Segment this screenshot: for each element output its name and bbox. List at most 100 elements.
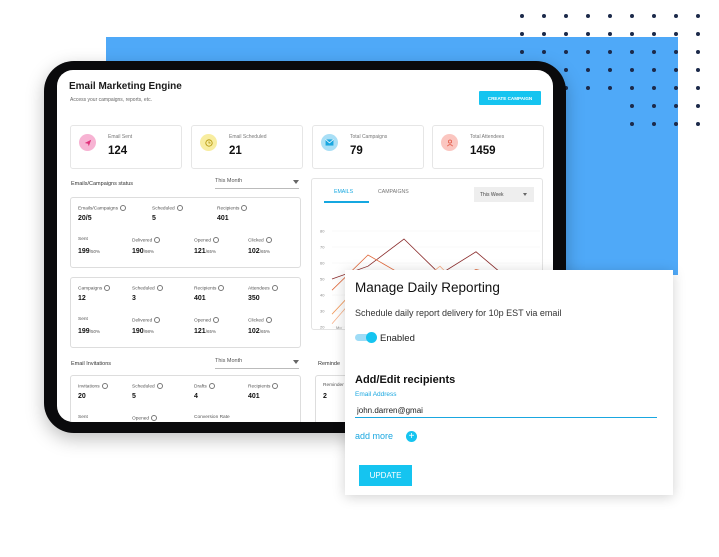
stat-value: 124 bbox=[108, 145, 128, 157]
enabled-toggle[interactable] bbox=[355, 332, 377, 343]
add-more-link[interactable]: add more bbox=[355, 431, 394, 441]
metric-label: Campaigns bbox=[78, 285, 111, 291]
decorative-dot bbox=[564, 68, 568, 72]
decorative-dot bbox=[630, 86, 634, 90]
decorative-dot bbox=[674, 104, 678, 108]
y-tick-label: 30 bbox=[320, 309, 325, 314]
plus-icon[interactable]: + bbox=[406, 431, 417, 442]
metric-label: Conversion Rate bbox=[194, 415, 230, 420]
decorative-dot bbox=[630, 104, 634, 108]
tab-campaigns[interactable]: CAMPAIGNS bbox=[378, 189, 409, 195]
metric-value: 102/65% bbox=[248, 328, 270, 335]
metric-value: 5 bbox=[132, 393, 136, 400]
decorative-dot bbox=[652, 122, 656, 126]
metric-label: Invitations bbox=[78, 383, 108, 389]
stat-card-total-campaigns: Total Campaigns 79 bbox=[312, 125, 424, 169]
metric-value: 199/50% bbox=[78, 328, 100, 335]
decorative-dot bbox=[542, 50, 546, 54]
metric-label: Scheduled bbox=[132, 383, 163, 389]
decorative-dot bbox=[674, 32, 678, 36]
decorative-dot bbox=[696, 68, 700, 72]
metric-label: Scheduled bbox=[132, 285, 163, 291]
metric-value: 2 bbox=[323, 393, 327, 400]
decorative-dot bbox=[696, 122, 700, 126]
decorative-dot bbox=[674, 14, 678, 18]
info-icon bbox=[213, 237, 220, 243]
section-title-reminders: Reminde bbox=[318, 361, 341, 367]
send-icon bbox=[79, 134, 96, 151]
decorative-dot bbox=[630, 32, 634, 36]
info-icon bbox=[176, 205, 183, 211]
metric-value: 401 bbox=[194, 295, 206, 302]
metric-value: 3 bbox=[132, 295, 136, 302]
metric-value: 5 bbox=[152, 215, 156, 222]
invitations-box: Invitations 20 Scheduled 5 Drafts 4 Reci… bbox=[70, 375, 301, 422]
stat-label: Email Sent bbox=[108, 134, 133, 140]
metric-value: 121/65% bbox=[194, 248, 216, 255]
y-tick-label: 80 bbox=[320, 229, 325, 234]
dialog-description: Schedule daily report delivery for 10p E… bbox=[355, 308, 562, 318]
toggle-track bbox=[355, 334, 375, 341]
stat-label: Total Campaigns bbox=[350, 134, 388, 140]
info-icon bbox=[272, 383, 279, 389]
decorative-dot bbox=[542, 32, 546, 36]
decorative-dot bbox=[608, 68, 612, 72]
metric-label: Sent bbox=[78, 237, 88, 242]
decorative-dot bbox=[674, 122, 678, 126]
series-line-1 bbox=[331, 238, 513, 283]
info-icon bbox=[101, 383, 108, 389]
decorative-dot bbox=[586, 86, 590, 90]
decorative-dot bbox=[652, 86, 656, 90]
decorative-dot bbox=[542, 14, 546, 18]
decorative-dot bbox=[696, 86, 700, 90]
update-button[interactable]: UPDATE bbox=[359, 465, 412, 486]
active-tab-indicator bbox=[324, 201, 369, 203]
y-tick-label: 50 bbox=[320, 277, 325, 282]
decorative-dot bbox=[652, 50, 656, 54]
toggle-knob bbox=[366, 332, 377, 343]
metric-label: Reminder bbox=[323, 383, 344, 388]
decorative-dot bbox=[630, 50, 634, 54]
create-campaign-button[interactable]: CREATE CAMPAIGN bbox=[479, 91, 541, 105]
status-period-dropdown[interactable]: This Month bbox=[215, 178, 299, 189]
metric-label: Drafts bbox=[194, 383, 215, 389]
decorative-dot bbox=[608, 50, 612, 54]
email-field[interactable] bbox=[355, 403, 657, 418]
metric-label: Recipients bbox=[217, 205, 248, 211]
stat-value: 79 bbox=[350, 145, 363, 157]
decorative-dot bbox=[586, 32, 590, 36]
chart-period-dropdown[interactable]: This Week bbox=[474, 187, 534, 202]
toggle-label: Enabled bbox=[380, 333, 415, 344]
dropdown-value: This Month bbox=[215, 178, 243, 184]
metric-value: 350 bbox=[248, 295, 260, 302]
metric-value: 199/50% bbox=[78, 248, 100, 255]
decorative-dot bbox=[564, 32, 568, 36]
metric-label: Opened bbox=[194, 237, 220, 243]
decorative-dot bbox=[674, 50, 678, 54]
decorative-dot bbox=[674, 86, 678, 90]
metric-label: Emails/Campaigns bbox=[78, 205, 126, 211]
stat-card-email-sent: Email Sent 124 bbox=[70, 125, 182, 169]
metric-label: Attendees bbox=[248, 285, 278, 291]
caret-down-icon bbox=[293, 360, 299, 364]
info-icon bbox=[241, 205, 248, 211]
decorative-dot bbox=[696, 14, 700, 18]
decorative-dot bbox=[520, 50, 524, 54]
decorative-dot bbox=[652, 104, 656, 108]
invitations-period-dropdown[interactable]: This Month bbox=[215, 358, 299, 369]
decorative-dot bbox=[564, 86, 568, 90]
mail-icon bbox=[321, 134, 338, 151]
user-icon bbox=[441, 134, 458, 151]
decorative-dot bbox=[652, 14, 656, 18]
info-icon bbox=[218, 285, 225, 291]
metric-value: 190/98% bbox=[132, 248, 154, 255]
y-tick-label: 70 bbox=[320, 245, 325, 250]
info-icon bbox=[151, 415, 158, 421]
stat-value: 21 bbox=[229, 145, 242, 157]
decorative-dot bbox=[696, 104, 700, 108]
caret-down-icon bbox=[293, 180, 299, 184]
info-icon bbox=[265, 317, 272, 323]
tab-emails[interactable]: EMAILS bbox=[334, 189, 354, 195]
decorative-dot bbox=[520, 14, 524, 18]
metric-value: 12 bbox=[78, 295, 86, 302]
